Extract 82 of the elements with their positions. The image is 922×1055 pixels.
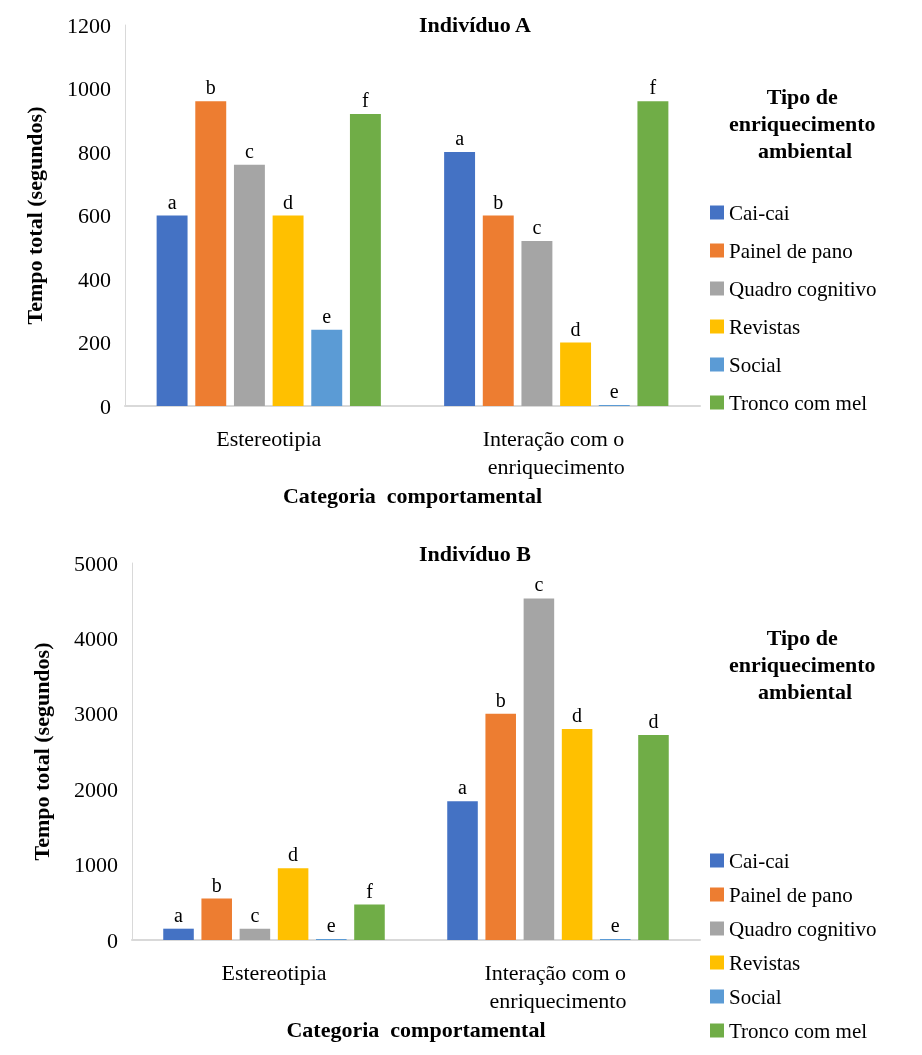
y-tick-label: 1000 (74, 852, 118, 878)
bar (638, 734, 669, 940)
x-tick-label: Estereotipia (216, 425, 322, 451)
x-axis-title: Categoria comportamental (282, 483, 543, 509)
y-tick-label: 0 (107, 927, 118, 953)
data-label: f (366, 879, 374, 902)
legend-label: Painel de pano (729, 238, 853, 263)
x-tick-label: Interação com o enriquecimento (484, 959, 632, 1013)
data-label: d (288, 843, 299, 866)
legend-label: Cai-cai (729, 200, 790, 225)
data-label: d (648, 709, 659, 732)
legend-label: Tronco com mel (729, 390, 868, 415)
y-tick-label: 200 (78, 330, 111, 355)
data-label: c (532, 215, 542, 238)
bar (561, 728, 593, 940)
bar (349, 113, 381, 406)
data-label: a (174, 903, 184, 926)
data-label: e (609, 380, 619, 402)
bar (521, 240, 553, 406)
data-label: b (211, 873, 222, 896)
data-label: a (455, 127, 465, 149)
y-axis-title: Tempo total (segundos) (28, 642, 54, 861)
data-label: e (326, 914, 336, 936)
data-label: e (610, 914, 620, 936)
bar (354, 904, 385, 940)
bar (444, 152, 476, 406)
y-tick-label: 2000 (74, 776, 118, 802)
bar (201, 898, 232, 940)
y-tick-label: 1000 (67, 76, 111, 101)
y-axis-title: Tempo total (segundos) (21, 106, 47, 325)
data-label: c (244, 139, 254, 162)
bar (163, 928, 194, 940)
data-label: f (649, 76, 657, 99)
chart-title: Indivíduo B (419, 540, 532, 566)
x-axis-title: Categoria comportamental (286, 1017, 546, 1043)
y-tick-label: 400 (78, 266, 111, 292)
data-label: b (495, 688, 506, 711)
bar (482, 215, 514, 406)
y-tick-label: 0 (100, 393, 111, 419)
data-label: e (322, 304, 332, 327)
legend-label: Painel de pano (729, 882, 853, 907)
data-label: f (362, 88, 370, 111)
legend-title: Tipo de enriquecimento ambiental (728, 84, 882, 163)
x-tick-label: Estereotipia (221, 959, 327, 985)
y-tick-label: 3000 (74, 701, 118, 727)
y-tick-label: 5000 (74, 550, 118, 576)
bar (447, 801, 478, 940)
data-label: b (205, 76, 216, 99)
legend-label: Social (729, 352, 782, 377)
chart-title: Indivíduo A (419, 11, 532, 37)
y-tick-label: 800 (78, 139, 111, 165)
data-label: c (534, 573, 544, 596)
data-label: a (167, 190, 177, 213)
data-label: d (283, 190, 294, 213)
y-tick-label: 4000 (74, 625, 118, 651)
y-tick-label: 1200 (67, 12, 111, 38)
bar (195, 101, 227, 406)
bar (272, 215, 304, 406)
bar (485, 713, 516, 940)
legend-label: Cai-cai (729, 848, 790, 873)
data-label: c (250, 903, 260, 926)
bar (560, 342, 592, 406)
legend-label: Revistas (729, 314, 801, 339)
data-label: a (458, 776, 468, 799)
bar (637, 101, 669, 406)
legend-label: Tronco com mel (729, 1018, 868, 1043)
y-tick-label: 600 (78, 203, 111, 228)
bar (523, 598, 555, 940)
legend-label: Quadro cognitivo (729, 916, 877, 941)
bar (156, 215, 188, 406)
legend-label: Social (729, 984, 782, 1009)
x-tick-label: Interação com o enriquecimento (482, 425, 630, 479)
bar (233, 164, 265, 406)
data-label: b (493, 190, 504, 213)
legend-label: Quadro cognitivo (729, 276, 877, 301)
data-label: d (572, 703, 583, 726)
data-label: d (570, 317, 581, 340)
bar (239, 928, 271, 940)
bar (277, 868, 309, 940)
bar (311, 329, 343, 406)
legend-label: Revistas (729, 950, 801, 975)
legend-title: Tipo de enriquecimento ambiental (728, 625, 882, 704)
